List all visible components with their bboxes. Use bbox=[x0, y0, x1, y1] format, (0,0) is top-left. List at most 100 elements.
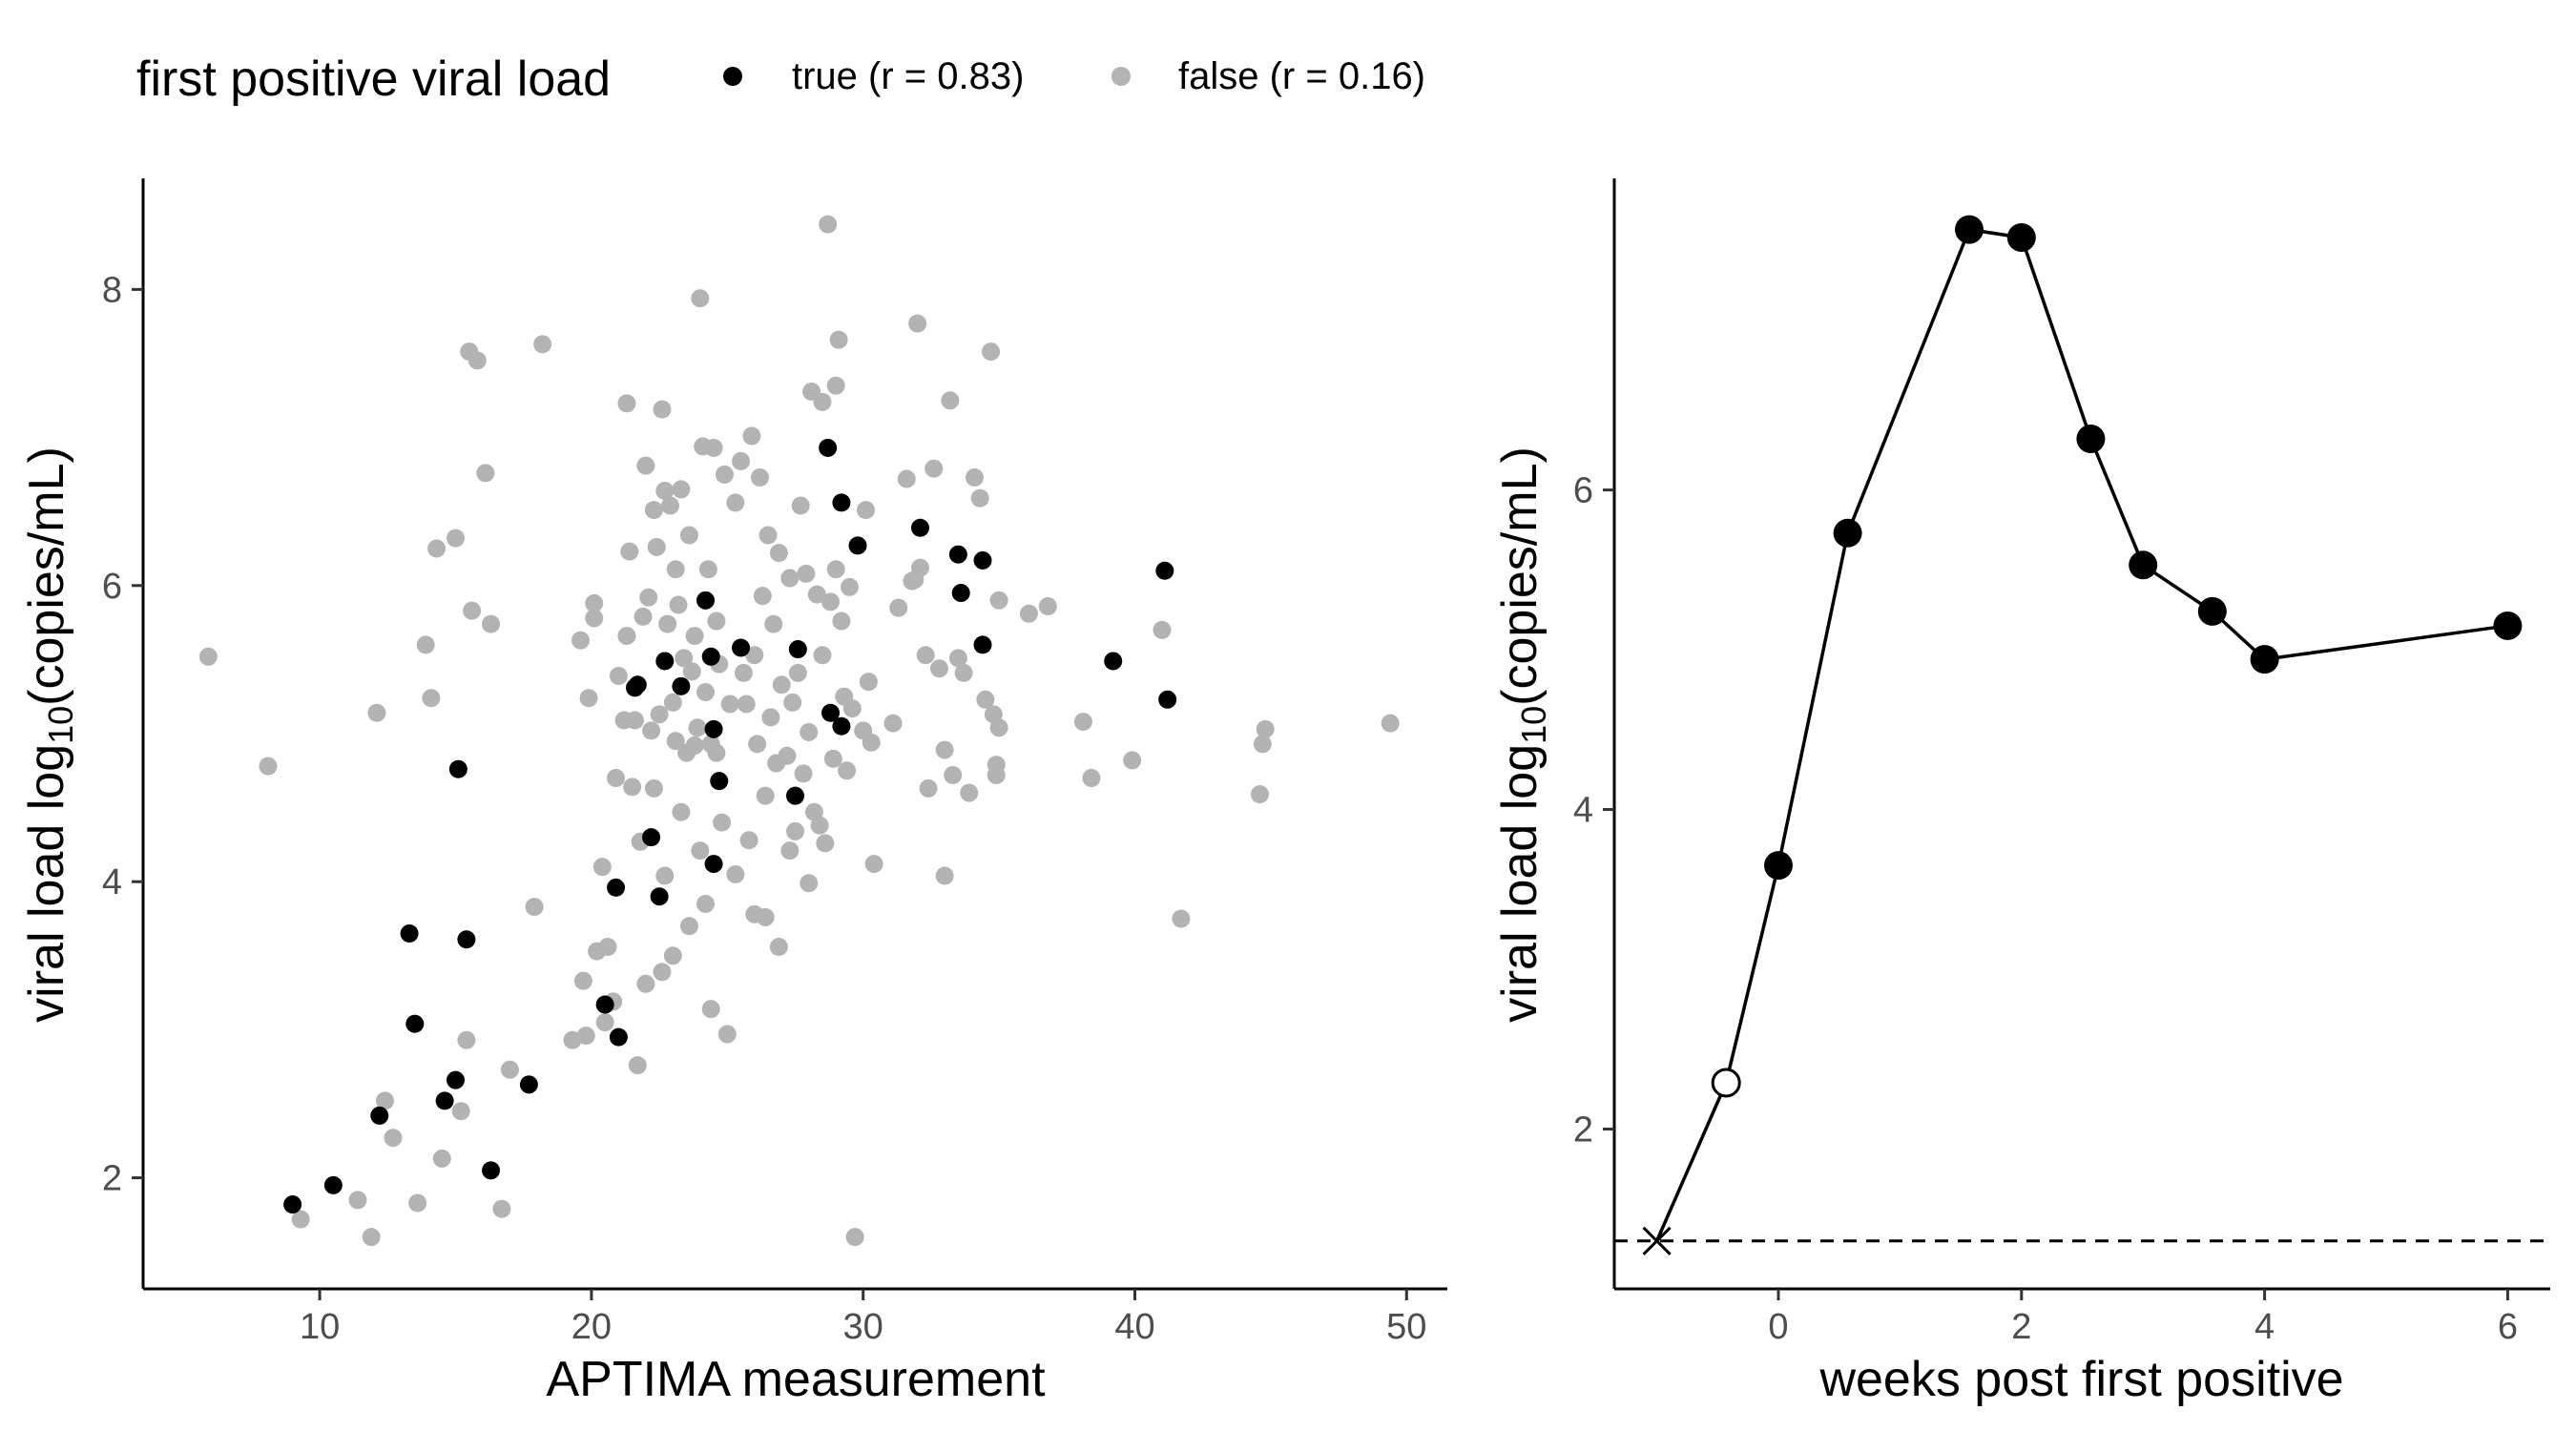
scatter-point-false bbox=[819, 215, 838, 234]
scatter-point-true bbox=[1104, 652, 1123, 671]
line-point bbox=[1955, 215, 1984, 244]
legend-title: first positive viral load bbox=[136, 52, 611, 107]
scatter-point-false bbox=[960, 783, 979, 802]
scatter-point-true bbox=[948, 545, 967, 564]
scatter-point-false bbox=[685, 736, 704, 755]
scatter-point-false bbox=[609, 666, 628, 685]
scatter-point-true bbox=[788, 640, 807, 659]
scatter-point-false bbox=[457, 1030, 476, 1049]
scatter-point-false bbox=[935, 740, 954, 759]
scatter-point-true bbox=[457, 930, 476, 949]
scatter-point-false bbox=[658, 614, 677, 633]
scatter-point-false bbox=[576, 1027, 595, 1046]
scatter-point-false bbox=[750, 468, 769, 487]
scatter-point-false bbox=[636, 456, 655, 475]
scatter-point-true bbox=[973, 550, 992, 570]
scatter-y-tick-label: 8 bbox=[102, 270, 122, 310]
scatter-point-false bbox=[794, 764, 813, 783]
scatter-point-false bbox=[717, 1025, 737, 1044]
scatter-point-true bbox=[832, 716, 851, 736]
scatter-point-false bbox=[653, 400, 672, 419]
scatter-point-true bbox=[732, 638, 751, 657]
scatter-point-false bbox=[797, 564, 816, 583]
scatter-point-true bbox=[701, 647, 720, 666]
scatter-point-false bbox=[982, 342, 1001, 362]
scatter-point-true bbox=[973, 635, 992, 654]
scatter-point-false bbox=[734, 663, 753, 682]
scatter-point-false bbox=[427, 539, 447, 558]
scatter-point-false bbox=[737, 695, 756, 714]
scatter-point-false bbox=[628, 1056, 647, 1075]
scatter-point-false bbox=[842, 699, 862, 718]
scatter-point-false bbox=[585, 609, 604, 628]
scatter-point-false bbox=[769, 937, 788, 956]
scatter-point-false bbox=[840, 577, 859, 596]
scatter-point-false bbox=[1123, 751, 1142, 770]
scatter-point-false bbox=[672, 480, 691, 499]
scatter-x-tick-label: 50 bbox=[1386, 1307, 1426, 1347]
scatter-x-tick-label: 20 bbox=[571, 1307, 612, 1347]
scatter-point-false bbox=[726, 493, 745, 512]
line-y-title-tail: (copies/mL) bbox=[1492, 446, 1548, 706]
scatter-point-true bbox=[696, 591, 716, 610]
scatter-point-false bbox=[647, 537, 666, 556]
scatter-point-false bbox=[573, 971, 592, 990]
scatter-point-false bbox=[682, 662, 701, 681]
scatter-point-false bbox=[826, 376, 845, 395]
scatter-point-false bbox=[976, 690, 995, 709]
scatter-point-false bbox=[198, 647, 218, 666]
scatter-point-false bbox=[778, 746, 797, 765]
scatter-point-false bbox=[476, 464, 495, 483]
scatter-point-false bbox=[642, 721, 661, 740]
scatter-point-true bbox=[832, 493, 851, 512]
legend-false-swatch bbox=[1111, 67, 1131, 86]
scatter-point-false bbox=[783, 693, 802, 712]
scatter-point-false bbox=[726, 864, 745, 883]
scatter-point-false bbox=[897, 469, 916, 488]
scatter-point-false bbox=[732, 451, 751, 470]
line-x-axis-title: weeks post first positive bbox=[1818, 1352, 2343, 1407]
legend-false-label: false (r = 0.16) bbox=[1178, 55, 1425, 97]
scatter-point-true bbox=[655, 652, 675, 671]
scatter-point-false bbox=[965, 468, 984, 487]
scatter-point-true bbox=[650, 887, 669, 906]
scatter-point-true bbox=[448, 759, 467, 778]
scatter-point-false bbox=[742, 426, 761, 446]
scatter-point-false bbox=[823, 749, 842, 768]
scatter-point-false bbox=[679, 917, 698, 936]
scatter-point-false bbox=[663, 693, 682, 712]
line-y-tick-label: 6 bbox=[1573, 471, 1593, 511]
scatter-point-false bbox=[679, 526, 698, 545]
scatter-point-true bbox=[607, 878, 626, 897]
scatter-point-false bbox=[813, 646, 832, 665]
line-point bbox=[1833, 518, 1862, 548]
scatter-point-false bbox=[585, 593, 604, 612]
line-x-tick-label: 6 bbox=[2498, 1307, 2518, 1347]
scatter-point-false bbox=[595, 1013, 614, 1032]
scatter-point-false bbox=[639, 588, 658, 607]
scatter-point-false bbox=[698, 560, 717, 579]
scatter-point-false bbox=[707, 743, 726, 762]
scatter-point-false bbox=[1250, 785, 1269, 804]
scatter-point-false bbox=[617, 394, 636, 413]
line-point bbox=[2006, 222, 2036, 252]
scatter-point-false bbox=[416, 635, 435, 654]
scatter-point-true bbox=[405, 1014, 425, 1033]
line-axes: 0 2 4 6 2 4 6 bbox=[1573, 471, 2518, 1347]
scatter-x-tick-label: 40 bbox=[1114, 1307, 1154, 1347]
scatter-point-false bbox=[375, 1091, 394, 1110]
scatter-point-false bbox=[704, 438, 723, 457]
line-y-tick-label: 2 bbox=[1573, 1110, 1593, 1151]
scatter-point-false bbox=[857, 501, 876, 520]
scatter-point-false bbox=[758, 526, 778, 545]
scatter-point-false bbox=[810, 816, 829, 835]
scatter-point-false bbox=[911, 558, 930, 577]
scatter-point-false bbox=[889, 598, 908, 617]
scatter-point-false bbox=[701, 1000, 720, 1019]
scatter-point-false bbox=[859, 673, 878, 692]
line-point bbox=[1763, 851, 1793, 881]
scatter-point-false bbox=[525, 898, 544, 917]
scatter-point-false bbox=[482, 614, 501, 633]
scatter-point-false bbox=[883, 714, 903, 733]
